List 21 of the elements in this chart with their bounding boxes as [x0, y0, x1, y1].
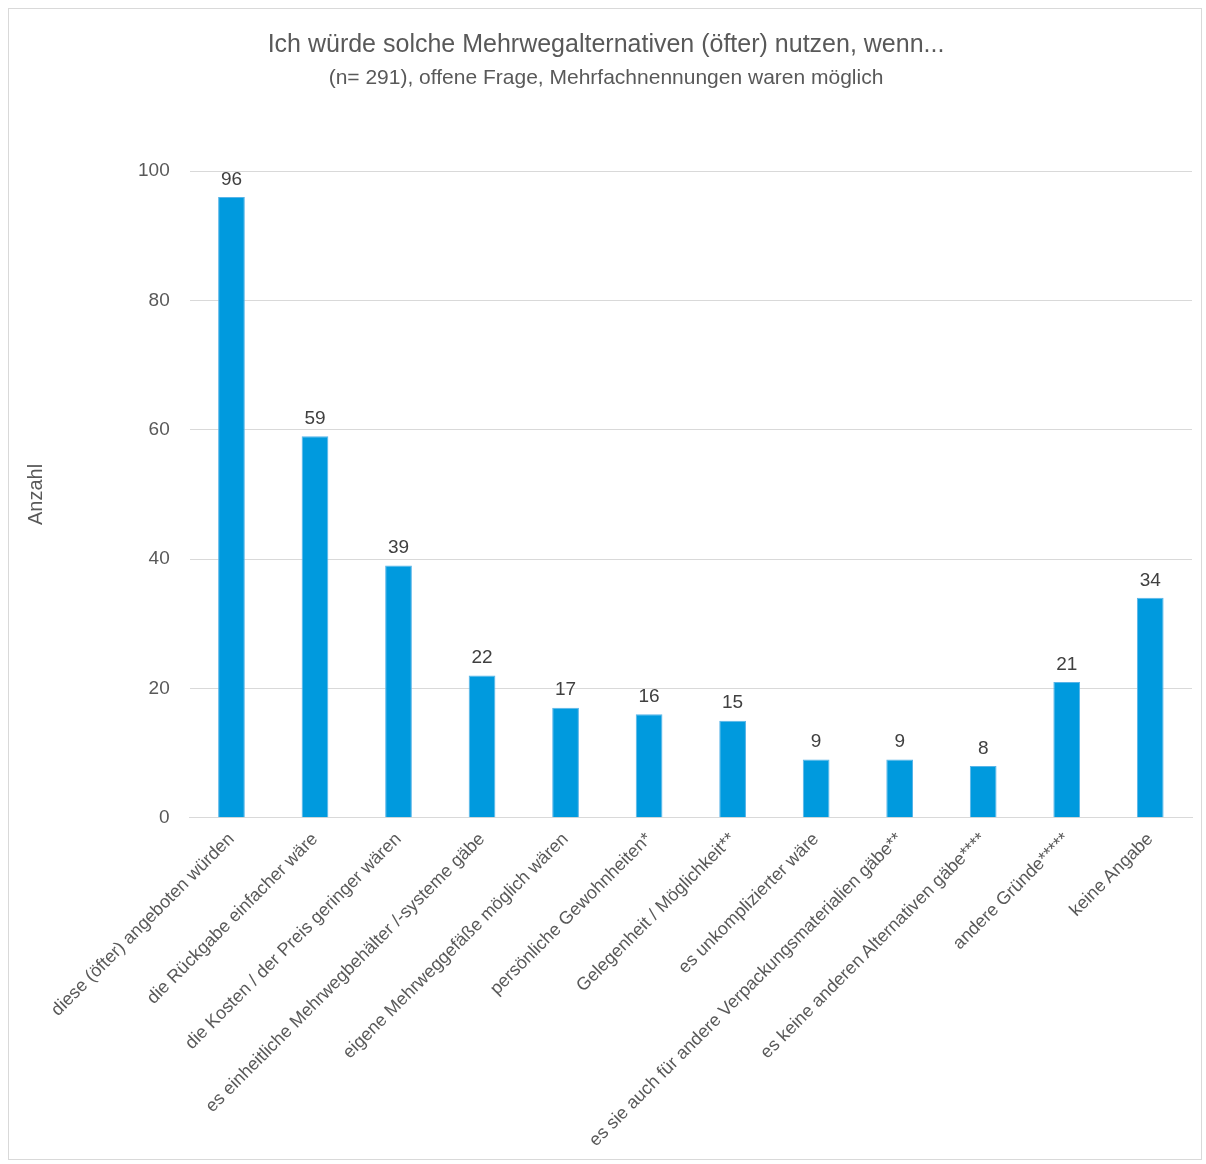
chart-title: Ich würde solche Mehrwegalternativen (öfter) nutzen, wenn...: [267, 28, 945, 57]
data-label: 22: [471, 646, 493, 668]
data-label: 8: [977, 736, 989, 758]
y-tick-label: 100: [138, 159, 170, 181]
chart-subtitle: (n= 291), offene Frage, Mehrfachnennungen waren möglich: [328, 65, 884, 89]
y-axis-title: Anzahl: [23, 463, 46, 525]
data-label: 39: [387, 536, 410, 558]
y-tick-label: 60: [148, 418, 170, 440]
y-tick-label: 80: [148, 288, 170, 310]
data-label: 9: [894, 730, 905, 752]
data-label: 15: [722, 691, 744, 713]
data-label: 17: [554, 678, 577, 700]
data-label: 16: [638, 684, 660, 706]
y-tick-label: 0: [159, 805, 170, 827]
data-label: 9: [810, 730, 822, 752]
data-label: 96: [220, 167, 243, 189]
y-tick-label: 40: [148, 547, 170, 569]
data-label: 59: [304, 406, 326, 428]
data-label: 34: [1139, 568, 1162, 590]
data-label: 21: [1056, 652, 1078, 674]
y-tick-label: 20: [148, 676, 170, 698]
